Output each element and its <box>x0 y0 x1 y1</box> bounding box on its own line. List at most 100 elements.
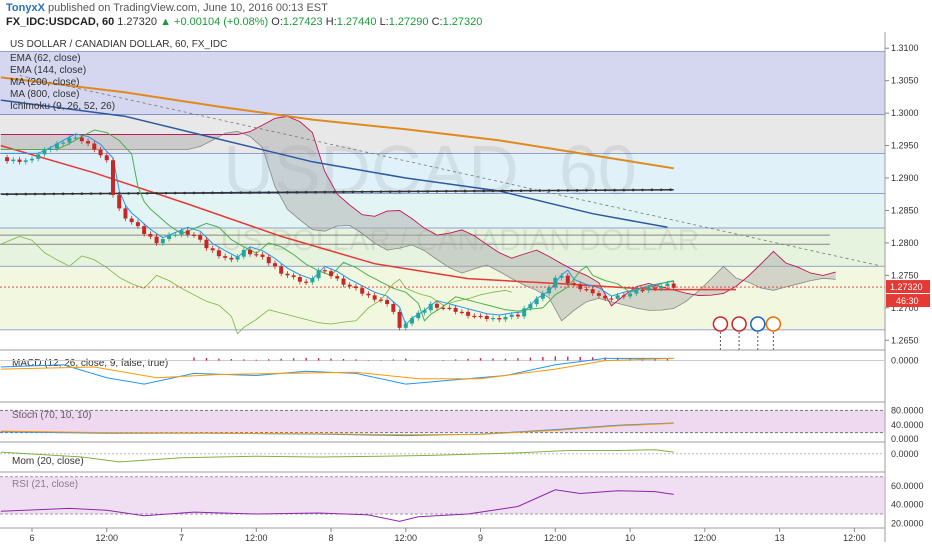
event-flag-icon[interactable] <box>765 316 782 332</box>
candle-body[interactable] <box>628 293 633 297</box>
candle-body[interactable] <box>173 234 178 236</box>
candle-body[interactable] <box>671 283 676 288</box>
candle-body[interactable] <box>167 234 172 240</box>
candle-body[interactable] <box>191 234 196 236</box>
time-axis[interactable]: 6 12:00 7 12:00 8 12:00 9 12:00 10 12:00 13 12:00 <box>0 527 885 543</box>
candle-body[interactable] <box>453 307 458 312</box>
candle-body[interactable] <box>135 222 140 227</box>
candle-body[interactable] <box>86 141 91 144</box>
candle-body[interactable] <box>596 293 601 296</box>
candle-body[interactable] <box>104 155 109 161</box>
candle-body[interactable] <box>322 270 327 272</box>
candle-body[interactable] <box>572 283 577 285</box>
candle-body[interactable] <box>216 250 221 257</box>
candle-body[interactable] <box>285 273 290 276</box>
candle-body[interactable] <box>646 287 651 291</box>
candle-body[interactable] <box>540 293 545 299</box>
candle-body[interactable] <box>223 256 228 258</box>
candle-body[interactable] <box>304 281 309 283</box>
candle-body[interactable] <box>565 275 570 284</box>
candle-body[interactable] <box>422 310 427 313</box>
candle-body[interactable] <box>378 299 383 301</box>
candle-body[interactable] <box>148 233 153 237</box>
candle-body[interactable] <box>260 254 265 257</box>
candle-body[interactable] <box>403 323 408 328</box>
candle-body[interactable] <box>110 160 115 196</box>
candle-body[interactable] <box>366 293 371 296</box>
candle-body[interactable] <box>160 239 165 244</box>
candle-body[interactable] <box>559 275 564 278</box>
candle-body[interactable] <box>142 226 147 234</box>
event-flag-icon[interactable] <box>750 316 766 332</box>
event-flag-icon[interactable] <box>731 316 747 332</box>
candle-body[interactable] <box>154 236 159 244</box>
candle-body[interactable] <box>472 315 477 318</box>
candle-body[interactable] <box>129 218 134 223</box>
candle-body[interactable] <box>466 311 471 316</box>
chart-area[interactable]: USDCAD 60 US DOLLAR / CANADIAN DOLLAR US … <box>0 32 932 550</box>
candle-body[interactable] <box>297 277 302 282</box>
candle-body[interactable] <box>522 308 527 317</box>
candle-body[interactable] <box>248 249 253 255</box>
candle-body[interactable] <box>372 295 377 300</box>
candle-body[interactable] <box>578 284 583 290</box>
candle-body[interactable] <box>484 315 489 319</box>
candle-body[interactable] <box>640 290 645 292</box>
candle-body[interactable] <box>36 154 41 159</box>
candle-body[interactable] <box>42 149 47 155</box>
candle-body[interactable] <box>73 137 78 139</box>
candle-body[interactable] <box>634 290 639 294</box>
candle-body[interactable] <box>335 276 340 279</box>
candle-body[interactable] <box>478 315 483 318</box>
candle-body[interactable] <box>272 263 277 267</box>
candle-body[interactable] <box>653 287 657 289</box>
candlesticks[interactable] <box>5 134 676 331</box>
price-axis[interactable]: 1.3100 1.3050 1.3000 1.2950 1.2900 1.2850 1.28… <box>884 32 932 542</box>
economic-events[interactable] <box>712 316 782 350</box>
candle-body[interactable] <box>347 284 352 287</box>
candle-body[interactable] <box>210 248 215 251</box>
candle-body[interactable] <box>603 295 608 299</box>
candle-body[interactable] <box>410 318 415 324</box>
candle-body[interactable] <box>198 235 203 240</box>
candle-body[interactable] <box>291 275 296 278</box>
candle-body[interactable] <box>229 257 234 260</box>
candle-body[interactable] <box>609 298 614 300</box>
candle-body[interactable] <box>534 298 539 305</box>
candle-body[interactable] <box>441 307 446 309</box>
candle-body[interactable] <box>185 230 190 235</box>
candle-body[interactable] <box>341 278 346 285</box>
candle-body[interactable] <box>503 316 508 320</box>
candle-body[interactable] <box>79 137 84 142</box>
candle-body[interactable] <box>98 149 103 156</box>
momentum-pane[interactable]: Mom (20, close) <box>0 441 885 467</box>
candle-body[interactable] <box>459 311 464 314</box>
candle-body[interactable] <box>665 283 670 287</box>
candle-body[interactable] <box>54 143 59 149</box>
candle-body[interactable] <box>621 295 626 297</box>
candle-body[interactable] <box>497 318 502 320</box>
candle-body[interactable] <box>528 304 533 309</box>
candle-body[interactable] <box>397 311 402 328</box>
rsi-pane[interactable]: RSI (21, close) <box>0 471 885 522</box>
candle-body[interactable] <box>241 249 246 257</box>
candle-body[interactable] <box>5 157 10 162</box>
candle-body[interactable] <box>316 270 321 279</box>
candle-body[interactable] <box>48 148 53 150</box>
candle-body[interactable] <box>434 303 439 308</box>
main-price-pane[interactable]: USDCAD 60 US DOLLAR / CANADIAN DOLLAR <box>0 32 885 350</box>
candle-body[interactable] <box>92 143 97 150</box>
candle-body[interactable] <box>360 288 365 294</box>
candle-body[interactable] <box>615 295 620 299</box>
candle-body[interactable] <box>391 303 396 312</box>
stoch-pane[interactable]: Stoch (70, 10, 10) <box>0 401 885 437</box>
candle-body[interactable] <box>547 287 552 294</box>
candle-body[interactable] <box>509 314 514 317</box>
candle-body[interactable] <box>353 286 358 289</box>
candle-body[interactable] <box>416 312 421 319</box>
macd-pane[interactable]: MACD (12, 26, close, 9, false, true) <box>0 349 885 385</box>
candle-body[interactable] <box>23 160 28 162</box>
candle-body[interactable] <box>590 289 595 294</box>
candle-body[interactable] <box>553 277 558 288</box>
candle-body[interactable] <box>515 314 520 317</box>
